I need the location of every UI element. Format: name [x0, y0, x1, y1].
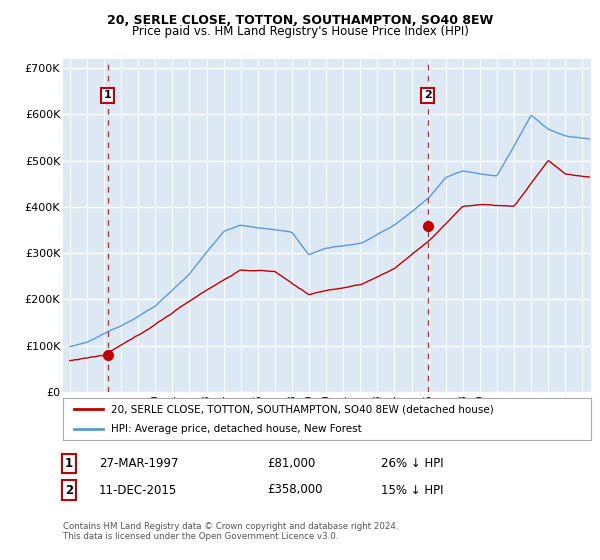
Text: £358,000: £358,000 [267, 483, 323, 497]
Text: 2: 2 [65, 483, 73, 497]
Text: 11-DEC-2015: 11-DEC-2015 [99, 483, 177, 497]
Text: 27-MAR-1997: 27-MAR-1997 [99, 457, 179, 470]
Text: 1: 1 [104, 91, 112, 100]
Text: HPI: Average price, detached house, New Forest: HPI: Average price, detached house, New … [110, 424, 361, 434]
Text: Contains HM Land Registry data © Crown copyright and database right 2024.
This d: Contains HM Land Registry data © Crown c… [63, 522, 398, 542]
Text: 2: 2 [424, 91, 431, 100]
Text: 20, SERLE CLOSE, TOTTON, SOUTHAMPTON, SO40 8EW: 20, SERLE CLOSE, TOTTON, SOUTHAMPTON, SO… [107, 14, 493, 27]
Text: 26% ↓ HPI: 26% ↓ HPI [381, 457, 443, 470]
Text: £81,000: £81,000 [267, 457, 315, 470]
Text: 1: 1 [65, 457, 73, 470]
Text: Price paid vs. HM Land Registry's House Price Index (HPI): Price paid vs. HM Land Registry's House … [131, 25, 469, 38]
Text: 20, SERLE CLOSE, TOTTON, SOUTHAMPTON, SO40 8EW (detached house): 20, SERLE CLOSE, TOTTON, SOUTHAMPTON, SO… [110, 404, 493, 414]
Text: 15% ↓ HPI: 15% ↓ HPI [381, 483, 443, 497]
